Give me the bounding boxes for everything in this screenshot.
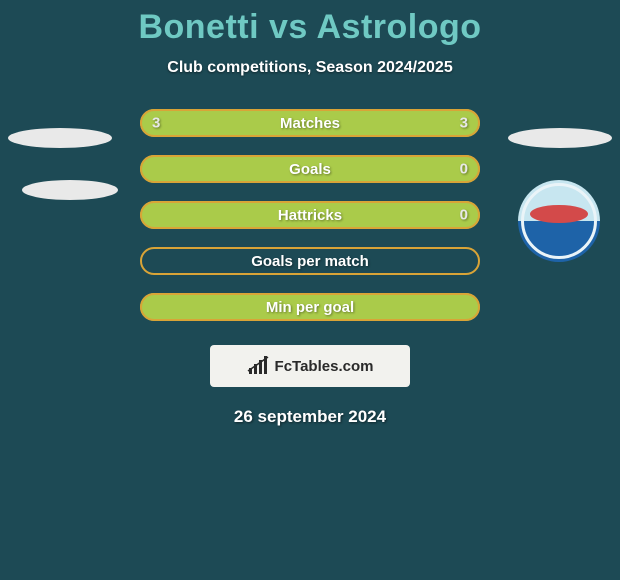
stat-row: Min per goal: [140, 293, 480, 321]
fctables-badge: FcTables.com: [210, 345, 410, 387]
page-subtitle: Club competitions, Season 2024/2025: [167, 59, 452, 77]
stat-value-right: 3: [460, 115, 468, 132]
stat-row: Goals 0: [140, 155, 480, 183]
bars-icon: [247, 356, 271, 376]
stat-value-left: 3: [152, 115, 160, 132]
club-badge-right: [518, 180, 600, 262]
fctables-text: FcTables.com: [275, 358, 374, 375]
stat-row: Matches 3 3: [140, 109, 480, 137]
club-badge-wave: [530, 205, 587, 223]
stat-value-right: 0: [460, 161, 468, 178]
stat-row: Goals per match: [140, 247, 480, 275]
content-wrapper: Bonetti vs Astrologo Club competitions, …: [0, 0, 620, 580]
date-text: 26 september 2024: [234, 407, 386, 427]
page-title: Bonetti vs Astrologo: [138, 8, 481, 47]
stat-label: Min per goal: [266, 299, 354, 316]
stat-value-right: 0: [460, 207, 468, 224]
stat-label: Hattricks: [278, 207, 342, 224]
stat-row: Hattricks 0: [140, 201, 480, 229]
stat-label: Goals: [289, 161, 331, 178]
player-badge-right: [508, 128, 612, 148]
player-badge-left: [8, 128, 112, 148]
stat-label: Matches: [280, 115, 340, 132]
stat-label: Goals per match: [251, 253, 369, 270]
player-badge-left: [22, 180, 118, 200]
